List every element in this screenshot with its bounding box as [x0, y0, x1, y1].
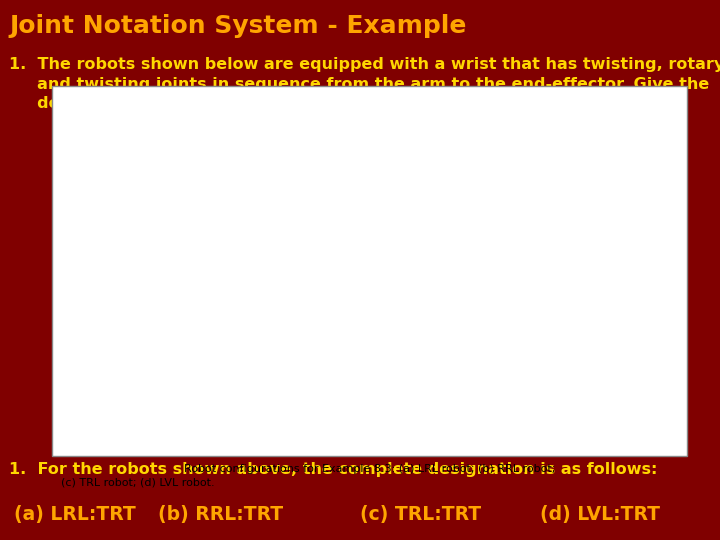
Bar	[420, 437, 477, 447]
Circle shape	[159, 386, 167, 392]
Bar	[163, 158, 182, 194]
Text: (d): (d)	[392, 258, 410, 271]
Bar	[469, 174, 479, 189]
Bar	[441, 383, 456, 442]
Circle shape	[89, 190, 97, 197]
Text: (d) LVL:TRT: (d) LVL:TRT	[540, 505, 660, 524]
Bar	[61, 245, 125, 255]
Bar	[538, 343, 570, 358]
Bar	[87, 377, 125, 401]
Text: (a): (a)	[101, 445, 117, 458]
Circle shape	[397, 347, 405, 354]
Text: (b) RRL:TRT: (b) RRL:TRT	[158, 505, 284, 524]
Bar	[86, 195, 100, 250]
Text: (b): (b)	[450, 445, 467, 458]
Text: (c): (c)	[91, 258, 107, 271]
Bar	[363, 245, 420, 255]
Bar	[356, 187, 426, 210]
Bar	[384, 202, 399, 247]
Text: (c) TRL robot; (d) LVL robot.: (c) TRL robot; (d) LVL robot.	[61, 477, 215, 488]
Bar	[193, 338, 231, 369]
Text: Robot configurations for Example 8.3: (a) LRL robot; (b) RRL robot;: Robot configurations for Example 8.3: (a…	[184, 464, 555, 474]
Circle shape	[444, 380, 453, 387]
Bar	[452, 187, 496, 210]
Text: (c) TRL:TRT: (c) TRL:TRT	[360, 505, 481, 524]
Bar	[81, 437, 131, 447]
Text: 1.  For the robots shown above, the complete designation is as follows:: 1. For the robots shown above, the compl…	[9, 462, 658, 477]
Bar	[455, 156, 525, 176]
Text: (a) LRL:TRT: (a) LRL:TRT	[14, 505, 136, 524]
Bar	[99, 394, 113, 442]
Text: 1.  The robots shown below are equipped with a wrist that has twisting, rotary,
: 1. The robots shown below are equipped w…	[9, 57, 720, 111]
Text: Joint Notation System - Example: Joint Notation System - Example	[9, 14, 467, 37]
